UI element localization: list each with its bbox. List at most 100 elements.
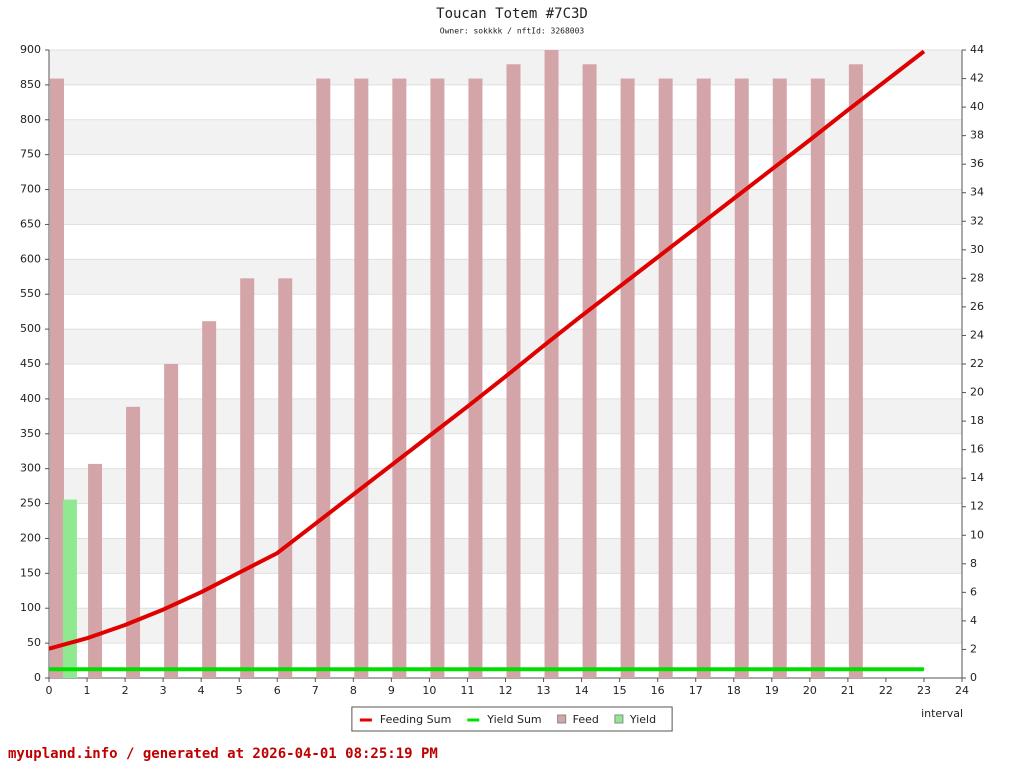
y2-tick-label: 16 <box>970 443 984 456</box>
y-tick-label: 400 <box>20 392 41 405</box>
y-tick-label: 550 <box>20 287 41 300</box>
y-tick-label: 800 <box>20 113 41 126</box>
bar <box>392 78 407 678</box>
bar <box>164 364 179 678</box>
bar <box>582 64 597 679</box>
y2-tick-label: 4 <box>970 614 977 627</box>
y2-tick-label: 2 <box>970 642 977 655</box>
x-tick-label: 15 <box>613 684 627 697</box>
chart-title: Toucan Totem #7C3D <box>436 6 588 22</box>
x-tick-label: 1 <box>84 684 91 697</box>
bar <box>126 406 141 678</box>
bar <box>430 78 445 678</box>
x-tick-label: 18 <box>727 684 741 697</box>
y-tick-label: 900 <box>20 43 41 56</box>
y2-tick-label: 12 <box>970 500 984 513</box>
x-tick-label: 3 <box>160 684 167 697</box>
y2-tick-label: 36 <box>970 157 984 170</box>
bar <box>848 64 863 679</box>
y-tick-label: 0 <box>34 671 41 684</box>
x-tick-label: 21 <box>841 684 855 697</box>
y-tick-label: 600 <box>20 252 41 265</box>
bar <box>278 278 293 678</box>
x-tick-label: 12 <box>499 684 513 697</box>
y2-tick-label: 38 <box>970 129 984 142</box>
legend-label: Yield <box>629 713 656 726</box>
grid-band <box>49 468 962 504</box>
y2-tick-label: 42 <box>970 72 984 85</box>
y2-tick-label: 14 <box>970 471 984 484</box>
y-tick-label: 200 <box>20 531 41 544</box>
x-tick-label: 19 <box>765 684 779 697</box>
y2-tick-label: 22 <box>970 357 984 370</box>
bar <box>620 78 635 678</box>
legend-label: Feed <box>573 713 599 726</box>
y2-tick-label: 44 <box>970 43 984 56</box>
y-tick-label: 150 <box>20 566 41 579</box>
y2-tick-label: 6 <box>970 585 977 598</box>
y2-tick-label: 20 <box>970 386 984 399</box>
grid-band <box>49 189 962 225</box>
grid-band <box>49 608 962 644</box>
bar <box>49 78 64 678</box>
grid-band <box>49 259 962 295</box>
grid-band <box>49 119 962 155</box>
x-tick-label: 9 <box>388 684 395 697</box>
bar <box>696 78 711 678</box>
bar <box>202 321 217 678</box>
x-tick-label: 14 <box>575 684 589 697</box>
x-tick-label: 0 <box>46 684 53 697</box>
line <box>48 49 926 651</box>
y2-tick-label: 0 <box>970 671 977 684</box>
y-tick-label: 300 <box>20 462 41 475</box>
y-tick-label: 50 <box>27 636 41 649</box>
legend-label: Feeding Sum <box>380 713 451 726</box>
bar <box>62 499 77 678</box>
grid-band <box>49 538 962 574</box>
y-tick-label: 650 <box>20 217 41 230</box>
footer: myupland.info / generated at 2026-04-01 … <box>8 746 438 762</box>
bar <box>240 278 255 678</box>
x-tick-label: 10 <box>422 684 436 697</box>
legend-symbol <box>557 714 567 724</box>
x-tick-label: 6 <box>274 684 281 697</box>
x-tick-label: 5 <box>236 684 243 697</box>
y-tick-label: 750 <box>20 148 41 161</box>
y2-tick-label: 32 <box>970 214 984 227</box>
y-tick-label: 700 <box>20 183 41 196</box>
x-tick-label: 24 <box>955 684 969 697</box>
x-tick-label: 2 <box>122 684 129 697</box>
y-tick-label: 850 <box>20 78 41 91</box>
bar <box>810 78 825 678</box>
bar <box>354 78 369 678</box>
y2-tick-label: 26 <box>970 300 984 313</box>
x-tick-label: 8 <box>350 684 357 697</box>
y-tick-label: 350 <box>20 427 41 440</box>
y2-tick-label: 34 <box>970 186 984 199</box>
x-tick-label: 13 <box>537 684 551 697</box>
chart-subtitle: Owner: sokkkk / nftId: 3268003 <box>440 27 585 36</box>
y2-tick-label: 8 <box>970 557 977 570</box>
legend-label: Yield Sum <box>486 713 541 726</box>
grid-band <box>49 50 962 85</box>
x-tick-label: 22 <box>879 684 893 697</box>
bar <box>658 78 673 678</box>
legend-symbol <box>614 714 624 724</box>
y-tick-label: 250 <box>20 497 41 510</box>
bar <box>468 78 483 678</box>
y2-tick-label: 30 <box>970 243 984 256</box>
y-tick-label: 500 <box>20 322 41 335</box>
y2-tick-label: 28 <box>970 271 984 284</box>
grid-band <box>49 398 962 434</box>
x-tick-label: 17 <box>689 684 703 697</box>
bar <box>316 78 331 678</box>
y2-tick-label: 18 <box>970 414 984 427</box>
x-tick-label: 11 <box>460 684 474 697</box>
x-tick-label: 23 <box>917 684 931 697</box>
y-tick-label: 100 <box>20 601 41 614</box>
bar <box>772 78 787 678</box>
y2-tick-label: 10 <box>970 528 984 541</box>
x-tick-label: 20 <box>803 684 817 697</box>
x-tick-label: 16 <box>651 684 665 697</box>
